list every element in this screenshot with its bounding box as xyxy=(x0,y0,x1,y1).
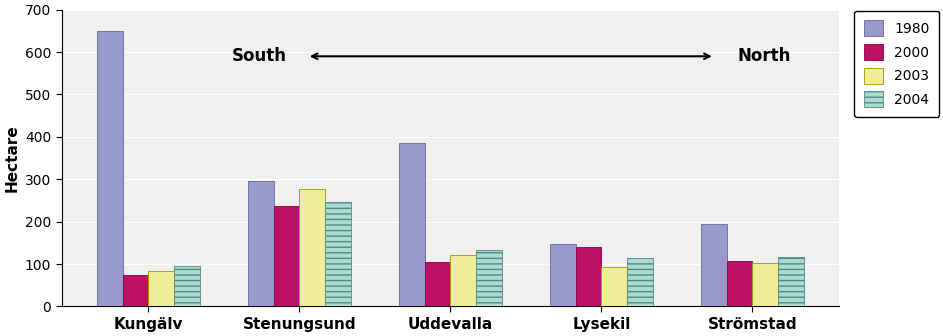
Text: South: South xyxy=(232,47,288,65)
Y-axis label: Hectare: Hectare xyxy=(4,124,19,192)
Bar xyxy=(123,275,148,306)
Bar xyxy=(627,258,653,306)
Bar xyxy=(97,31,123,306)
Bar xyxy=(273,206,299,306)
Bar xyxy=(753,263,778,306)
Bar xyxy=(602,267,627,306)
Bar xyxy=(148,271,174,306)
Bar xyxy=(399,143,424,306)
Legend: 1980, 2000, 2003, 2004: 1980, 2000, 2003, 2004 xyxy=(854,11,939,117)
Bar xyxy=(325,202,351,306)
Bar xyxy=(451,255,476,306)
Bar xyxy=(476,250,502,306)
Bar xyxy=(174,266,200,306)
Bar xyxy=(778,257,803,306)
Bar xyxy=(702,224,727,306)
Bar xyxy=(550,244,576,306)
Bar xyxy=(299,188,325,306)
Bar xyxy=(727,261,753,306)
Text: North: North xyxy=(737,47,791,65)
Bar xyxy=(424,262,451,306)
Bar xyxy=(576,247,602,306)
Bar xyxy=(248,180,273,306)
